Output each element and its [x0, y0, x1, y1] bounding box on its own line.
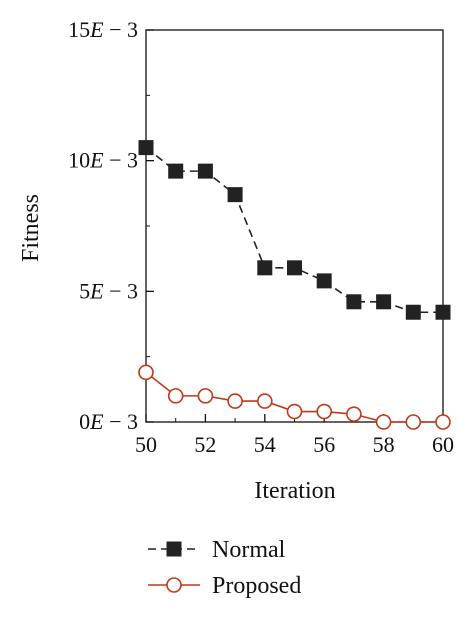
legend-swatch-proposed — [148, 577, 200, 593]
data-point-normal — [257, 260, 273, 276]
data-point-normal — [197, 163, 213, 179]
x-tick-label: 56 — [313, 432, 335, 457]
data-point-proposed — [346, 406, 362, 422]
data-point-proposed — [256, 393, 273, 409]
y-tick-label: 15E − 3 — [68, 17, 138, 42]
data-point-proposed — [435, 414, 451, 430]
legend: Normal Proposed — [148, 537, 301, 599]
data-point-proposed — [286, 403, 303, 420]
x-tick-label: 54 — [254, 432, 276, 457]
series-line-normal — [145, 146, 443, 314]
data-point-normal — [168, 163, 184, 179]
data-point-proposed — [138, 364, 154, 381]
legend-item-normal: Normal — [148, 537, 286, 563]
legend-label-normal: Normal — [212, 537, 286, 563]
y-tick-label: 5E − 3 — [79, 278, 138, 303]
x-tick-label: 52 — [194, 432, 216, 457]
data-point-normal — [376, 294, 392, 310]
y-axis-title: Fitness — [18, 194, 44, 262]
legend-label-proposed: Proposed — [212, 573, 301, 599]
data-point-normal — [435, 304, 451, 320]
plot-frame — [145, 29, 444, 423]
x-tick-label: 58 — [373, 432, 395, 457]
legend-marker-normal — [166, 541, 182, 557]
x-tick-label: 60 — [432, 432, 454, 457]
data-point-normal — [138, 140, 154, 156]
legend-swatch-normal — [148, 541, 200, 557]
data-point-normal — [346, 294, 362, 310]
plot-area: 50 52 54 56 58 60 0E − 3 5E − 3 10E − 3 15E − 3 — [68, 17, 454, 457]
data-point-normal — [316, 273, 332, 289]
data-point-proposed — [375, 414, 392, 430]
data-point-proposed — [197, 388, 214, 404]
series-normal — [138, 140, 451, 320]
y-tick-label: 10E − 3 — [68, 148, 138, 173]
data-point-normal — [287, 260, 302, 276]
legend-marker-proposed — [166, 577, 182, 593]
data-point-proposed — [167, 388, 184, 404]
series-proposed — [138, 364, 451, 430]
legend-item-proposed: Proposed — [148, 573, 301, 599]
data-point-normal — [227, 187, 243, 203]
data-point-proposed — [405, 414, 422, 430]
x-axis-title: Iteration — [254, 478, 335, 504]
x-tick-label: 50 — [135, 432, 157, 457]
y-tick-label: 0E − 3 — [79, 409, 138, 434]
data-point-proposed — [227, 393, 243, 409]
data-point-proposed — [316, 403, 333, 420]
data-point-normal — [405, 304, 421, 320]
